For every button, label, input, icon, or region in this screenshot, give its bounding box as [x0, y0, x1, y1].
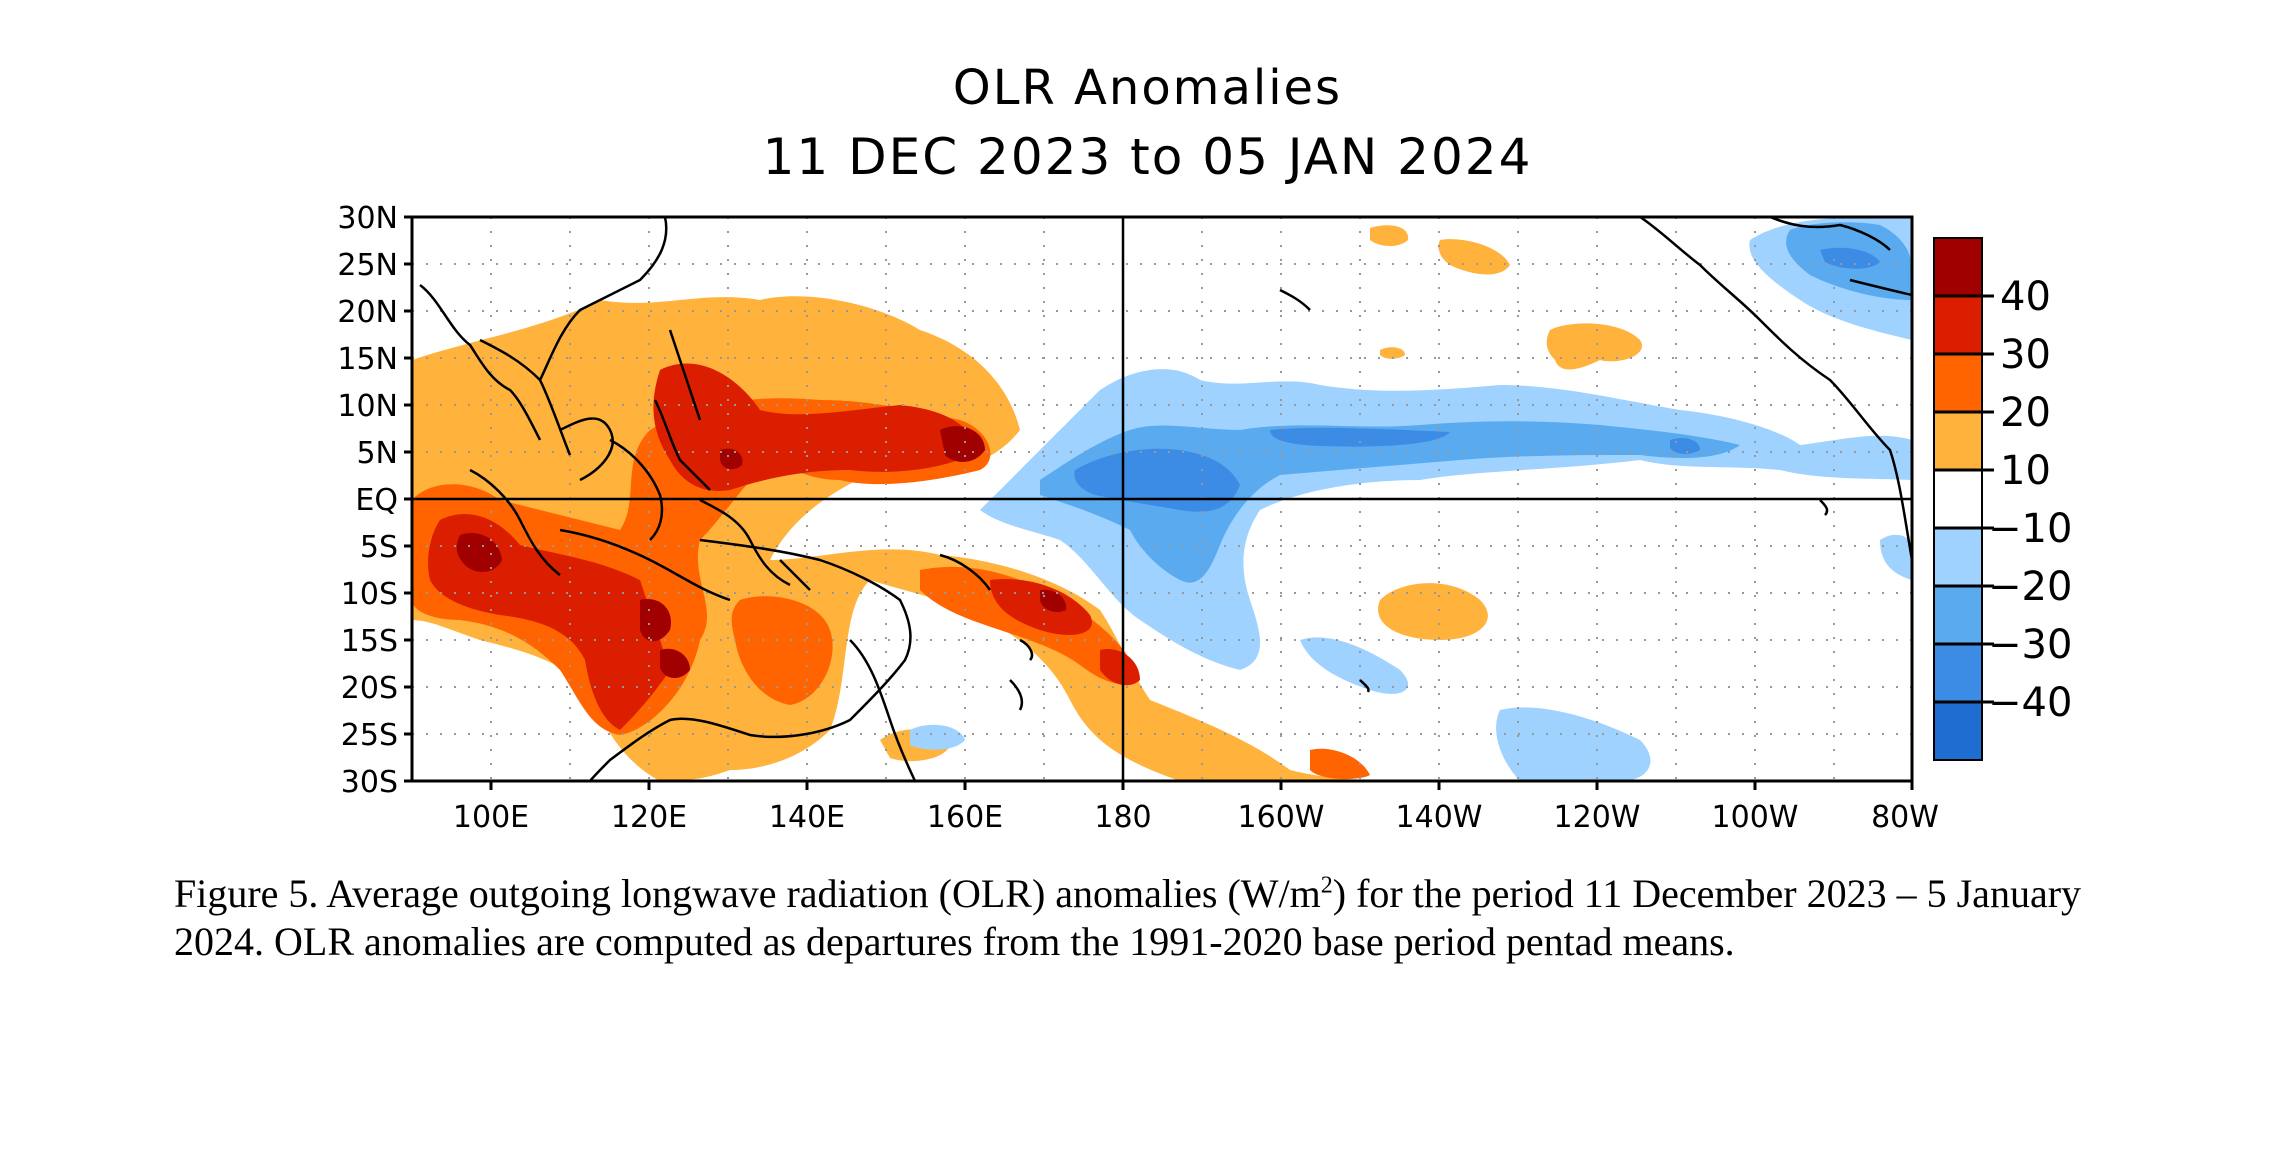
colorbar-swatch-neutral: [1934, 470, 1982, 528]
lat-label-20n: 20N: [337, 295, 398, 330]
chart-title: OLR Anomalies: [952, 60, 1343, 116]
lon-label-80w: 80W: [1871, 800, 1939, 835]
colorbar-label-40: 40: [2000, 274, 2051, 320]
anomaly-region-p20d: [1310, 748, 1370, 780]
colorbar-swatch-10-20: [1934, 412, 1982, 470]
figure-caption: Figure 5. Average outgoing longwave radi…: [174, 870, 2154, 966]
lat-label-10n: 10N: [337, 389, 398, 424]
anomaly-region-n30d: [1820, 247, 1880, 269]
anomaly-region-p40d: [720, 448, 743, 470]
colorbar-swatch-neg10-20: [1934, 528, 1982, 586]
positive-anomaly-shading-40: [456, 426, 1067, 679]
lat-label-eq: EQ: [355, 483, 398, 518]
lon-label-140w: 140W: [1396, 800, 1483, 835]
lon-label-180: 180: [1094, 800, 1151, 835]
colorbar: 40 30 20 10 −10 −20 −30 −40: [1933, 237, 2072, 761]
lat-label-20s: 20S: [341, 671, 398, 706]
anomaly-region-n30b: [1270, 427, 1450, 447]
caption-text-part1: Figure 5. Average outgoing longwave radi…: [174, 871, 1321, 916]
anomaly-region-p10g: [412, 392, 432, 411]
colorbar-label-neg30: −30: [1988, 622, 2072, 668]
negative-anomaly-shading-30: [1074, 247, 1880, 512]
colorbar-swatch-neg30-40: [1934, 644, 1982, 702]
lon-label-140e: 140E: [769, 800, 845, 835]
anomaly-region-p40b: [640, 599, 671, 642]
lon-label-160e: 160E: [927, 800, 1003, 835]
anomaly-region-p10e: [1438, 239, 1510, 275]
colorbar-label-neg10: −10: [1988, 506, 2072, 552]
lon-label-100e: 100E: [453, 800, 529, 835]
anomaly-region-p40a: [456, 532, 502, 572]
lat-label-25n: 25N: [337, 248, 398, 283]
colorbar-swatch-20-30: [1934, 354, 1982, 412]
colorbar-swatch-neg20-30: [1934, 586, 1982, 644]
lat-label-5n: 5N: [356, 436, 398, 471]
colorbar-label-20: 20: [2000, 390, 2051, 436]
anomaly-region-n30a: [1074, 448, 1240, 512]
anomaly-region-n10f: [1880, 534, 1912, 580]
colorbar-swatch-neg40: [1934, 702, 1982, 760]
lat-label-25s: 25S: [341, 718, 398, 753]
caption-text-part2: ) for the period 11 December 2023 – 5 Ja…: [174, 871, 2082, 964]
anomaly-region-n30c: [1670, 438, 1700, 454]
lon-label-160w: 160W: [1238, 800, 1325, 835]
colorbar-swatch-40plus: [1934, 238, 1982, 296]
colorbar-swatch-30-40: [1934, 296, 1982, 354]
anomaly-region-p40e: [660, 648, 690, 679]
colorbar-label-neg40: −40: [1988, 680, 2072, 726]
anomaly-region-n10d: [1496, 707, 1651, 781]
lat-label-15n: 15N: [337, 342, 398, 377]
colorbar-label-30: 30: [2000, 332, 2051, 378]
coastlines: [419, 217, 1912, 781]
lat-label-30n: 30N: [337, 201, 398, 236]
lat-label-10s: 10S: [341, 577, 398, 612]
lon-label-100w: 100W: [1712, 800, 1799, 835]
map-plot-area: [412, 217, 1912, 781]
lon-label-120w: 120W: [1554, 800, 1641, 835]
anomaly-region-p10c: [1546, 323, 1642, 370]
anomaly-region-p30d: [1100, 649, 1140, 686]
colorbar-label-10: 10: [2000, 448, 2051, 494]
lon-label-120e: 120E: [611, 800, 687, 835]
axis-ticks: [404, 215, 1914, 790]
anomaly-region-p10f: [1380, 347, 1405, 359]
anomaly-region-p10b: [1378, 583, 1488, 640]
anomaly-region-n10c: [1300, 637, 1409, 694]
lat-label-5s: 5S: [360, 530, 398, 565]
lat-label-15s: 15S: [341, 624, 398, 659]
anomaly-region-p20a: [412, 398, 991, 735]
anomaly-region-p40f: [1040, 589, 1067, 612]
lat-label-30s: 30S: [341, 765, 398, 800]
latitude-labels: 30N 25N 20N 15N 10N 5N EQ 5S 10S 15S 20S…: [337, 201, 398, 800]
anomaly-region-p10d: [1370, 225, 1409, 246]
anomaly-region-n10e: [910, 724, 965, 750]
longitude-labels: 100E 120E 140E 160E 180 160W 140W 120W 1…: [453, 800, 1939, 835]
chart-subtitle-date-range: 11 DEC 2023 to 05 JAN 2024: [762, 128, 1533, 186]
caption-superscript: 2: [1320, 872, 1333, 899]
colorbar-label-neg20: −20: [1988, 564, 2072, 610]
